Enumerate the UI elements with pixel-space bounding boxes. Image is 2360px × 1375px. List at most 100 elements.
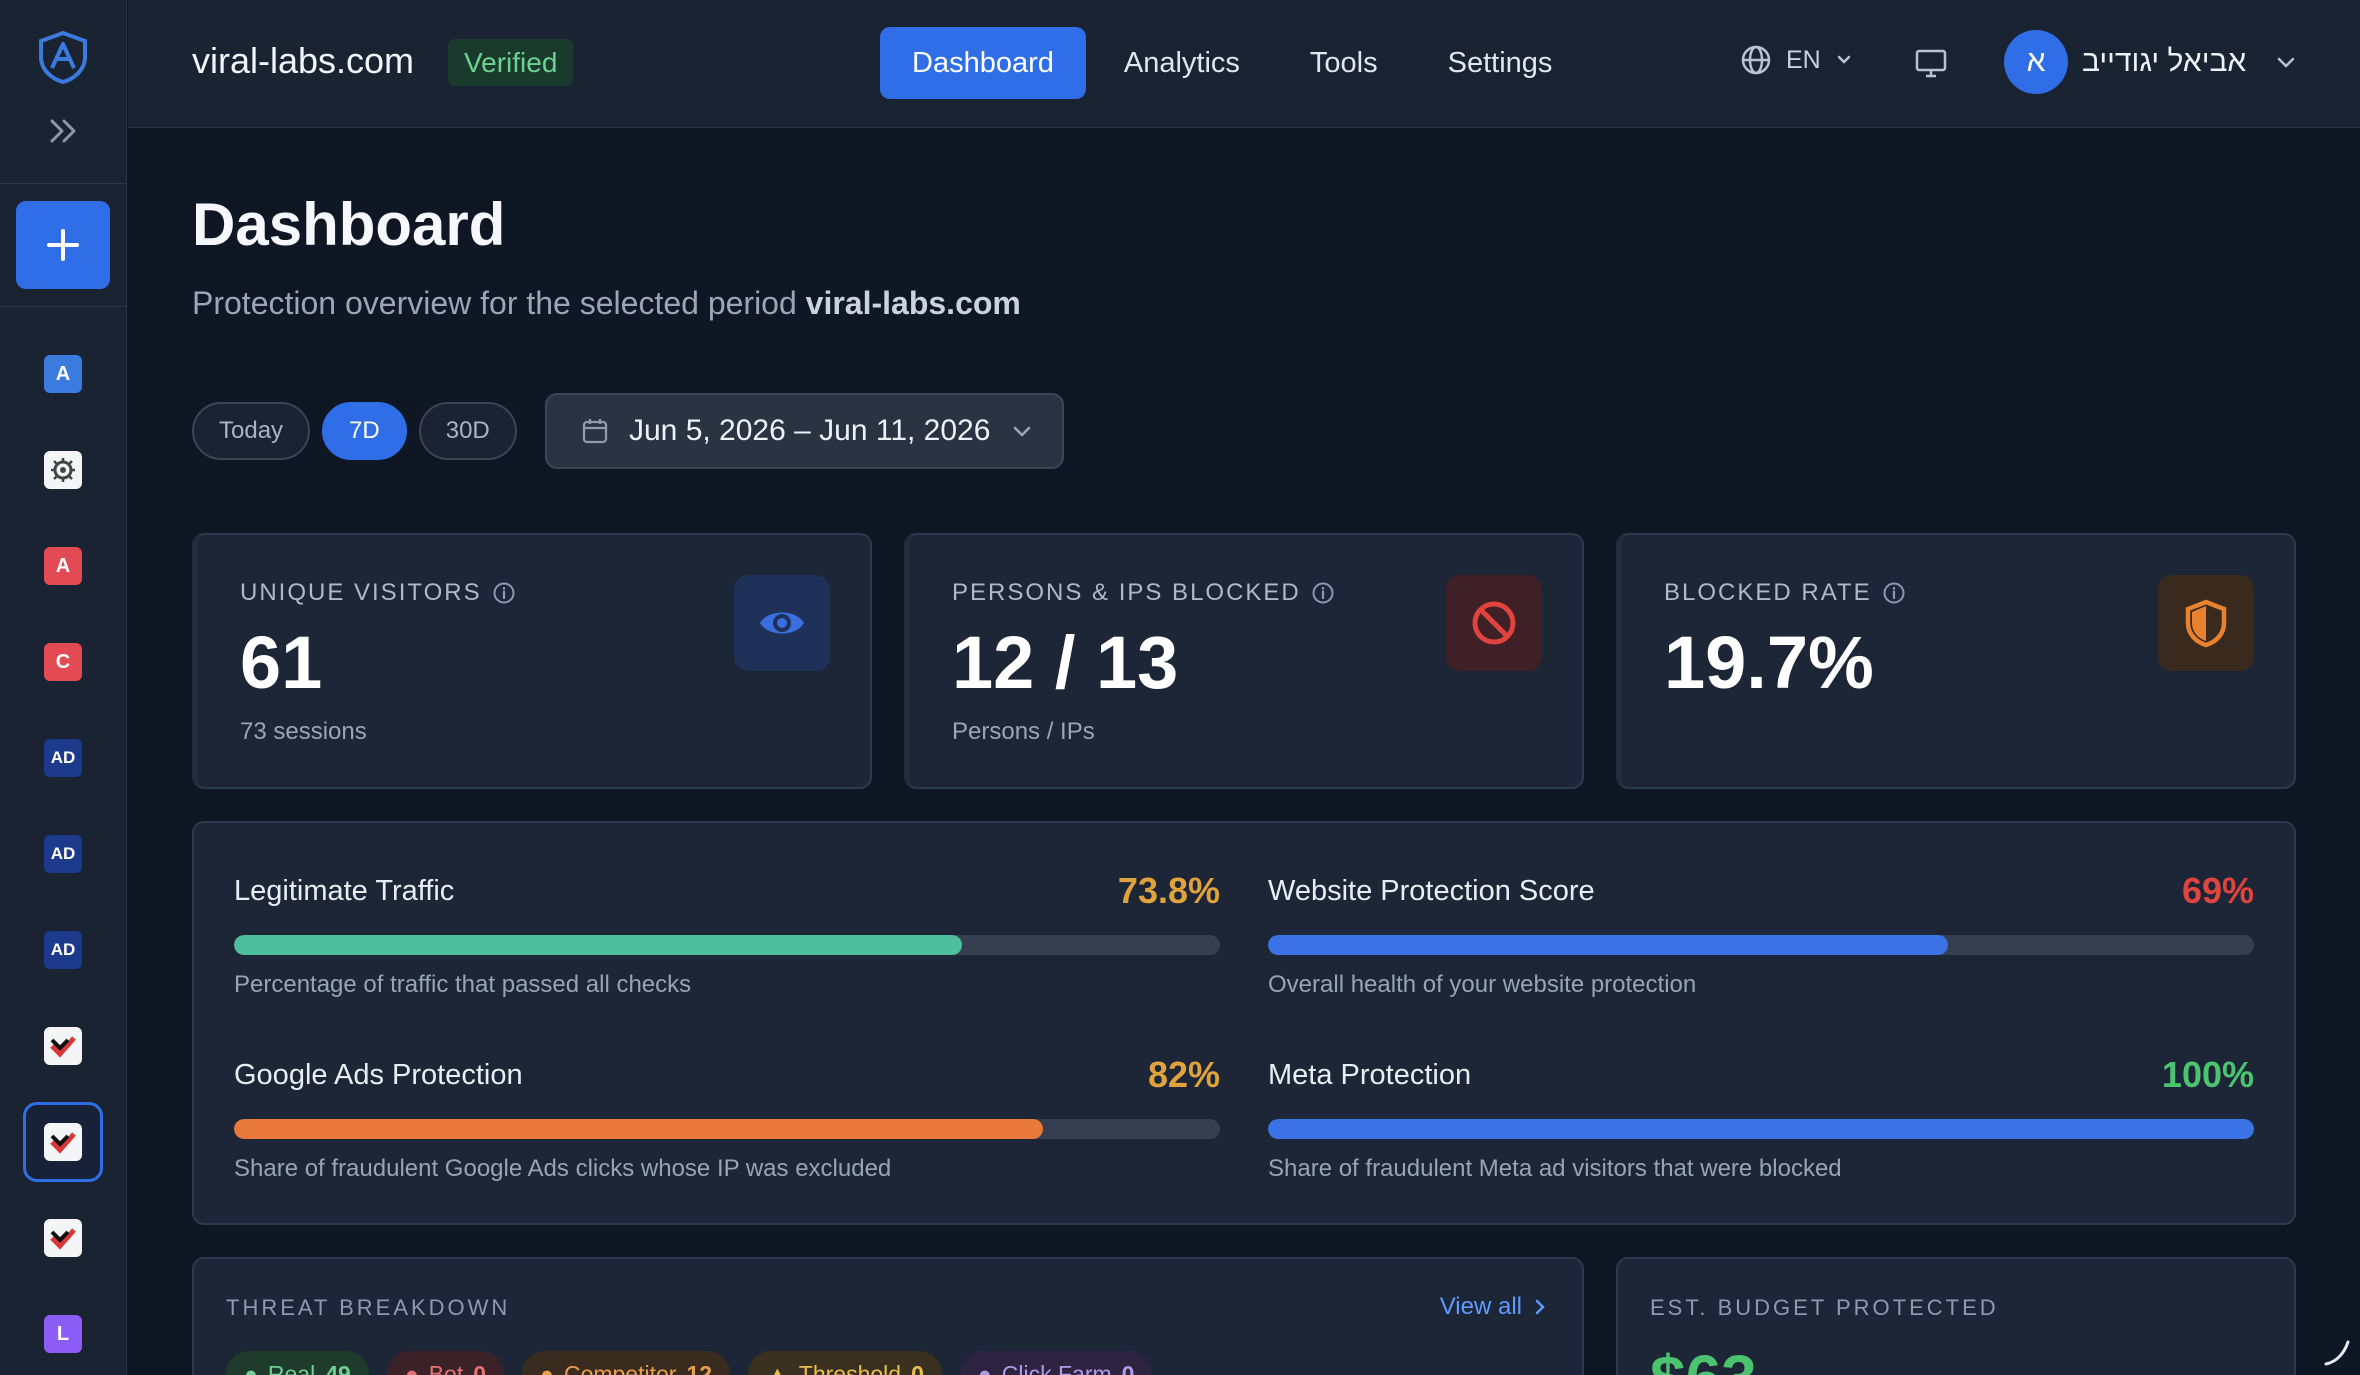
- budget-value: $63: [1650, 1341, 1757, 1375]
- nav-dashboard[interactable]: Dashboard: [880, 27, 1086, 99]
- chip-label: Competitor: [563, 1360, 677, 1375]
- card-title: EST. BUDGET PROTECTED: [1650, 1295, 1999, 1320]
- chip-count: 0: [473, 1360, 487, 1375]
- stat-sub: Persons / IPs: [952, 718, 1095, 745]
- chip-count: 0: [1121, 1360, 1135, 1375]
- page-subtitle: Protection overview for the selected per…: [192, 285, 1021, 322]
- stat-label-text: UNIQUE VISITORS: [240, 579, 482, 606]
- metric-description: Overall health of your website protectio…: [1268, 971, 1697, 998]
- metric-description: Percentage of traffic that passed all ch…: [234, 971, 692, 998]
- metric-google-ads-protection: Google Ads Protection 82% Share of fraud…: [234, 1051, 1220, 1183]
- site-badge: AD: [44, 739, 82, 777]
- chip-label: Threshold: [798, 1360, 902, 1375]
- language-label: EN: [1786, 45, 1821, 74]
- expand-sidebar-icon[interactable]: [44, 114, 82, 148]
- competitor-icon: ●: [540, 1360, 554, 1375]
- site-badge: A: [44, 547, 82, 585]
- unique-visitors-card: UNIQUE VISITORS 61 73 sessions: [192, 533, 872, 789]
- gear-badge-icon: [44, 451, 82, 489]
- app-logo-icon[interactable]: [36, 30, 90, 85]
- metric-value: 100%: [2161, 1054, 2254, 1095]
- nav-tools[interactable]: Tools: [1309, 46, 1378, 79]
- threat-chips: ● Real 49 ● Bot 0 ● Competitor 12 ▲ Thre…: [226, 1351, 1153, 1375]
- chip-threshold[interactable]: ▲ Threshold 0: [748, 1351, 942, 1375]
- info-icon[interactable]: [1882, 581, 1906, 605]
- sidebar-site-item[interactable]: [23, 1006, 103, 1086]
- page-subtitle-text: Protection overview for the selected per…: [192, 285, 797, 321]
- sidebar-divider: [0, 183, 127, 184]
- checkmark-logo-icon: [44, 1027, 82, 1065]
- add-site-button[interactable]: [16, 201, 110, 289]
- chevron-down-icon: [1837, 55, 1850, 64]
- sidebar-site-item[interactable]: [23, 1198, 103, 1278]
- page-title: Dashboard: [192, 191, 506, 258]
- sidebar: A A C AD AD AD: [0, 0, 127, 1375]
- metric-description: Share of fraudulent Google Ads clicks wh…: [234, 1155, 892, 1182]
- group-icon: ●: [977, 1360, 992, 1375]
- sidebar-site-item[interactable]: AD: [23, 718, 103, 798]
- chip-competitor[interactable]: ● Competitor 12: [522, 1351, 731, 1375]
- chevron-down-icon: [2278, 57, 2295, 68]
- metric-title: Website Protection Score: [1268, 874, 1595, 907]
- date-range-picker[interactable]: Jun 5, 2026 – Jun 11, 2026: [545, 393, 1064, 469]
- avatar: א: [2004, 30, 2068, 94]
- site-badge: AD: [44, 931, 82, 969]
- sidebar-site-item[interactable]: A: [23, 334, 103, 414]
- nav-settings[interactable]: Settings: [1447, 46, 1553, 79]
- chip-count: 49: [325, 1360, 351, 1375]
- checkmark-logo-icon: [44, 1123, 82, 1161]
- progress-track: [234, 935, 1220, 955]
- block-icon: [1446, 575, 1542, 671]
- progress-fill: [1268, 935, 1949, 955]
- metric-description: Share of fraudulent Meta ad visitors tha…: [1268, 1155, 1842, 1182]
- sidebar-site-item[interactable]: AD: [23, 814, 103, 894]
- stat-label-text: BLOCKED RATE: [1664, 579, 1872, 606]
- stat-value: 61: [240, 621, 323, 704]
- period-7d[interactable]: 7D: [322, 402, 407, 460]
- period-today[interactable]: Today: [192, 402, 311, 460]
- chip-bot[interactable]: ● Bot 0: [386, 1351, 505, 1375]
- date-range-label: Jun 5, 2026 – Jun 11, 2026: [629, 414, 991, 447]
- info-icon[interactable]: [1311, 581, 1335, 605]
- progress-track: [234, 1119, 1220, 1139]
- bot-icon: ●: [404, 1360, 419, 1375]
- progress-fill: [1268, 1119, 2254, 1139]
- view-all-link[interactable]: View all: [1440, 1293, 1548, 1321]
- progress-fill: [234, 935, 962, 955]
- user-name: אביאל יגודייב: [2082, 45, 2247, 78]
- loading-spinner-icon: [2324, 1340, 2350, 1366]
- site-badge: A: [44, 355, 82, 393]
- sidebar-site-item[interactable]: A: [23, 526, 103, 606]
- user-menu[interactable]: א אביאל יגודייב: [2004, 30, 2298, 94]
- info-icon[interactable]: [492, 581, 516, 605]
- sidebar-site-item[interactable]: [23, 430, 103, 510]
- person-icon: ●: [244, 1360, 258, 1375]
- metric-value: 73.8%: [1117, 870, 1220, 911]
- chip-label: Bot: [428, 1360, 464, 1375]
- metric-value: 69%: [2181, 870, 2254, 911]
- site-badge: AD: [44, 835, 82, 873]
- chip-count: 0: [911, 1360, 924, 1375]
- stat-value: 12 / 13: [952, 621, 1179, 704]
- stat-sub: 73 sessions: [240, 718, 367, 745]
- metric-title: Legitimate Traffic: [234, 874, 455, 907]
- metric-title: Meta Protection: [1268, 1058, 1472, 1091]
- site-badge: L: [44, 1315, 82, 1353]
- eye-icon: [734, 575, 830, 671]
- period-30d[interactable]: 30D: [418, 402, 517, 460]
- chip-click-farm[interactable]: ● Click Farm 0: [959, 1351, 1153, 1375]
- chip-real[interactable]: ● Real 49: [226, 1351, 369, 1375]
- metric-title: Google Ads Protection: [234, 1058, 523, 1091]
- sidebar-site-item-active[interactable]: [23, 1102, 103, 1182]
- nav-analytics[interactable]: Analytics: [1123, 46, 1240, 79]
- site-name: viral-labs.com: [192, 40, 415, 81]
- stat-value: 19.7%: [1664, 621, 1874, 704]
- calendar-icon: [582, 419, 608, 444]
- verified-badge: Verified: [448, 39, 574, 86]
- sidebar-site-item[interactable]: C: [23, 622, 103, 702]
- sidebar-divider: [0, 306, 127, 307]
- language-selector[interactable]: EN: [1740, 44, 1853, 76]
- sidebar-site-item[interactable]: AD: [23, 910, 103, 990]
- sidebar-site-item[interactable]: L: [23, 1294, 103, 1374]
- display-mode-icon[interactable]: [1912, 44, 1950, 82]
